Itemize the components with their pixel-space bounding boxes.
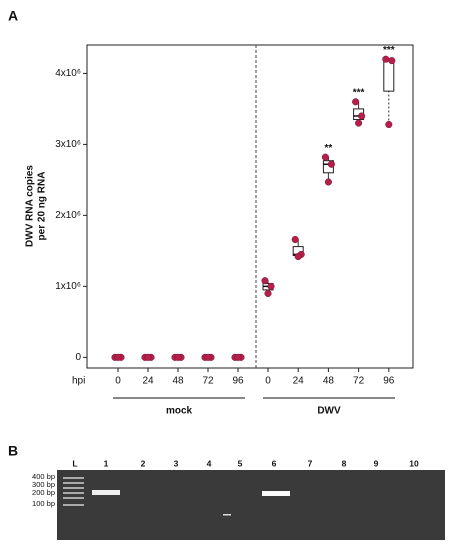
lane-label: 9 [374,458,379,468]
point [385,120,393,129]
band [262,491,290,496]
significance: ** [325,143,333,154]
point [204,353,212,361]
y-tick-label: 1x10⁶ [55,281,81,292]
point [267,282,275,290]
significance: *** [353,87,365,98]
point [324,178,332,186]
x-tick-label: 96 [383,376,395,387]
x-tick-label: 0 [115,376,121,387]
lane-label: 1 [104,458,109,468]
y-axis-label: per 20 ng RNA [37,172,48,241]
x-tick-label: 24 [142,376,154,387]
lane-label: L [72,458,77,468]
x-tick-label: 96 [232,376,244,387]
lane-label: 6 [272,458,277,468]
band [92,490,120,495]
point [352,98,360,106]
x-tick-label: 48 [323,376,335,387]
lane-label: 5 [238,458,243,468]
group-label: mock [166,406,193,417]
ladder [63,477,84,506]
x-tick-label: 48 [172,376,184,387]
significance: *** [383,45,395,56]
point [264,289,272,298]
panel-label: A [8,8,18,24]
lane-label: 8 [342,458,347,468]
x-tick-label: 72 [353,376,365,387]
point [321,153,329,161]
band [223,514,231,516]
point [388,57,396,65]
x-tick-label: 72 [202,376,214,387]
gel [57,470,445,540]
y-tick-label: 0 [75,352,81,363]
x-tick-label: 24 [293,376,305,387]
marker-label: 300 bp [32,480,55,489]
x-axis-label: hpi [72,376,85,387]
point [114,353,122,361]
y-tick-label: 3x10⁶ [55,139,81,150]
point [144,353,152,361]
point [294,252,302,261]
marker-label: 100 bp [32,499,55,508]
lane-label: 2 [141,458,146,468]
panel-label: B [8,443,18,459]
y-axis-label: DWV RNA copies [25,165,36,247]
marker-label: 400 bp [32,472,55,481]
point [327,160,335,168]
x-tick-label: 0 [265,376,271,387]
point [261,277,269,285]
lane-label: 4 [207,458,212,468]
lane-label: 7 [308,458,313,468]
point [358,112,366,120]
point [174,353,182,361]
y-tick-label: 2x10⁶ [55,210,81,221]
point [382,55,390,63]
plot-frame [86,44,414,369]
group-label: DWV [317,406,341,417]
point [355,119,363,127]
lane-label: 10 [409,458,419,468]
point [234,353,242,361]
marker-label: 200 bp [32,488,55,497]
y-tick-label: 4x10⁶ [55,68,81,79]
lane-label: 3 [174,458,179,468]
point [291,235,299,244]
